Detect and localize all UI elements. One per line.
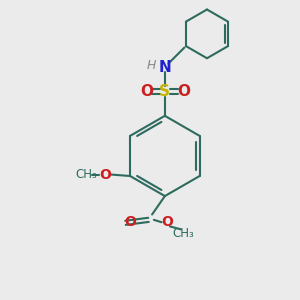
Text: O: O <box>99 167 111 182</box>
Text: S: S <box>159 84 170 99</box>
Text: O: O <box>124 215 136 229</box>
Text: O: O <box>161 215 173 229</box>
Text: N: N <box>158 60 171 75</box>
Text: H: H <box>147 59 156 72</box>
Text: O: O <box>177 84 190 99</box>
Text: O: O <box>140 84 153 99</box>
Text: CH₃: CH₃ <box>172 227 194 240</box>
Text: CH₃: CH₃ <box>76 168 97 181</box>
